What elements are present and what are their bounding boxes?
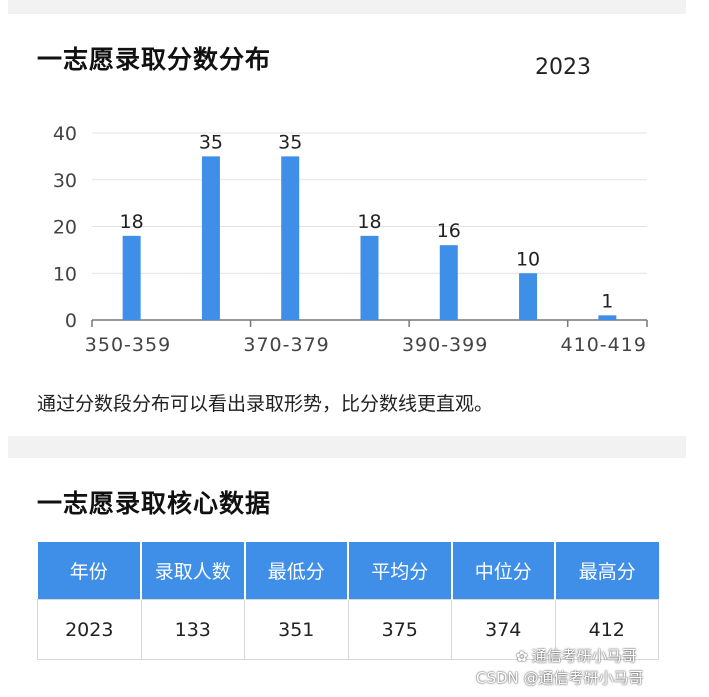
y-tick-label: 40 [53,123,77,145]
core-data-table: 年份 录取人数 最低分 平均分 中位分 最高分 2023 133 351 375… [37,542,659,660]
bar [281,156,300,320]
cell-avg-score: 375 [347,599,452,660]
y-tick-label: 10 [53,263,77,285]
bar [122,235,141,320]
watermark-wechat: ✿ 通信考研小马哥 [516,645,637,666]
header-min-score: 最低分 [243,542,349,600]
bar [201,156,220,320]
bar-value-label: 18 [120,211,144,233]
bar-value-label: 18 [357,211,381,233]
cell-admitted-count: 133 [140,599,245,660]
bar-value-label: 35 [278,131,302,153]
cell-min-score: 351 [244,599,349,660]
watermark-csdn: CSDN @通信考研小马哥 [476,669,644,687]
table-row: 2023 133 351 375 374 412 [37,599,659,660]
bar-value-label: 16 [437,220,461,242]
x-tick-label: 390-399 [402,334,488,356]
x-tick-label: 370-379 [243,334,329,356]
distribution-title: 一志愿录取分数分布 [37,45,272,74]
bar [360,235,379,320]
watermark-line1: 通信考研小马哥 [531,647,637,665]
x-tick-label: 410-419 [561,334,647,356]
bar [598,315,617,320]
header-median-score: 中位分 [450,542,556,600]
bar [519,273,538,320]
core-data-title: 一志愿录取核心数据 [37,489,272,518]
section-divider-band [8,436,686,458]
y-tick-label: 0 [65,310,77,332]
y-tick-label: 30 [53,170,77,192]
cell-max-score: 412 [554,599,659,660]
chart-year-label: 2023 [535,55,591,80]
bar-value-label: 10 [516,248,540,270]
top-divider-band [8,0,686,14]
cell-median-score: 374 [451,599,556,660]
bar-value-label: 35 [199,131,223,153]
bar [439,245,458,320]
score-distribution-chart: 0 10 20 30 40 18 35 35 18 16 10 1 350-359 370-379 390-… [53,123,648,356]
bar-value-label: 1 [601,290,613,312]
header-admitted-count: 录取人数 [140,542,246,600]
cell-year: 2023 [37,599,142,660]
header-avg-score: 平均分 [347,542,453,600]
header-max-score: 最高分 [554,542,659,600]
wechat-icon: ✿ [516,649,528,665]
y-tick-label: 20 [53,217,77,239]
header-year: 年份 [37,542,142,600]
table-header-row: 年份 录取人数 最低分 平均分 中位分 最高分 [37,542,659,600]
x-tick-label: 350-359 [85,334,171,356]
chart-caption: 通过分数段分布可以看出录取形势，比分数线更直观。 [37,393,494,415]
